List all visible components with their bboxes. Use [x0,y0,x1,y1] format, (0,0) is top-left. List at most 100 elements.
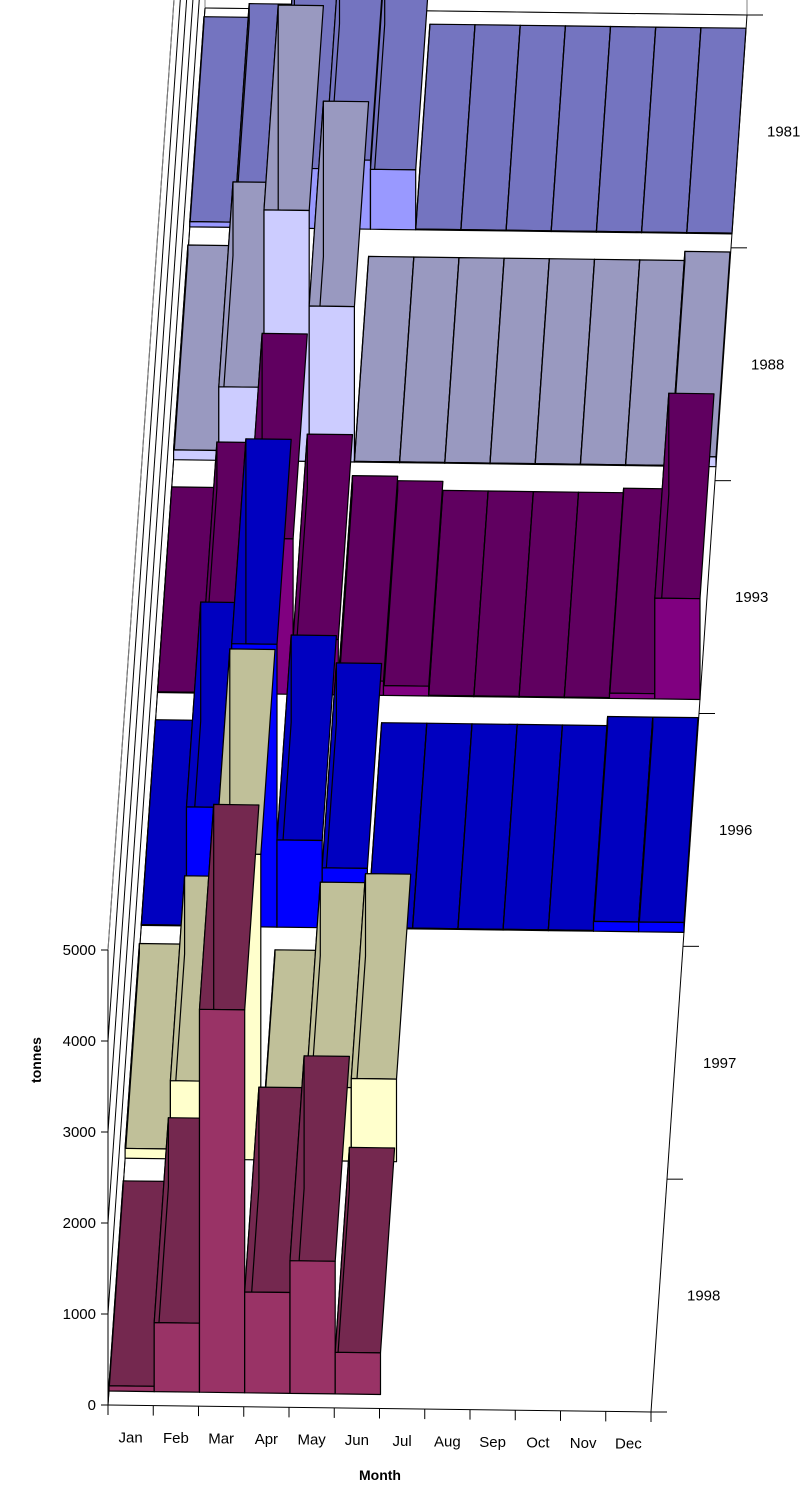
bar-front [654,597,701,701]
bar-front [108,1385,155,1393]
bar-front [334,1351,382,1396]
x-tick-label: Oct [526,1435,550,1452]
bar [173,244,234,461]
bar [198,803,260,1394]
series-label: 1996 [719,822,752,839]
y-tick-label: 4000 [63,1033,96,1050]
bar-front [547,929,595,932]
x-tick-label: Apr [255,1431,278,1448]
bar-front [563,696,611,700]
bar-front [198,1008,246,1394]
bar-front [382,684,430,697]
bar-front [173,449,220,461]
bar [189,16,250,228]
bar [289,1055,350,1395]
x-tick-label: Jun [345,1432,369,1449]
y-axis-title: tonnes [28,1037,44,1083]
bar-front [518,695,565,699]
bar-front [505,229,552,233]
bar [444,257,505,465]
bar [638,716,699,934]
x-tick-label: May [297,1432,326,1449]
x-tick-label: Sep [479,1434,506,1451]
bar [595,25,657,234]
bar [592,715,654,933]
side-wall-gridline [107,0,188,1133]
bar-front [473,695,520,698]
bar-front [244,1291,291,1395]
bar [428,489,489,698]
bar-front [608,692,656,700]
bar [369,0,429,231]
bar-front [460,229,507,232]
chart-axes [101,14,763,1422]
bar [353,255,415,464]
y-tick-label: 1000 [63,1306,96,1323]
bar-front [640,231,688,234]
side-wall-top-edge [107,0,175,951]
bar [415,23,476,231]
bar-front [289,1260,336,1395]
bar [350,872,412,1163]
bar [547,724,609,932]
bar-front [369,168,417,231]
bar-front [276,839,323,929]
bar [460,24,521,232]
side-wall-gridline [107,0,194,1224]
bar-front [153,1321,201,1393]
bar [276,634,337,929]
bar-front [124,1147,171,1160]
x-tick-label: Jan [119,1429,143,1446]
series-label: 1993 [735,589,768,606]
chart-labels: 0 1000 2000 3000 4000 5000 Jan Feb Mar Apr May Jun J… [63,123,801,1452]
bar [337,475,399,697]
bar [654,392,715,701]
x-tick-label: Dec [615,1436,642,1453]
bar [334,1146,396,1396]
bar [382,480,444,697]
bar-front [592,920,640,933]
chart-bars [108,0,747,1396]
bar-front [550,230,598,233]
bar-front [638,921,685,934]
bar-front [444,461,491,465]
x-tick-label: Aug [434,1433,461,1450]
bar-front [489,462,536,465]
bar-front [502,928,549,932]
bar [108,1180,169,1393]
bar-front [686,232,733,235]
x-tick-label: Feb [163,1430,189,1447]
bar-front [534,463,582,466]
bar-front [428,694,475,698]
series-label: 1997 [703,1055,736,1072]
x-axis-title: Month [359,1467,401,1483]
y-tick-label: 0 [88,1397,96,1414]
bar-front [140,923,188,927]
bar [244,1086,305,1395]
bar [534,258,596,466]
side-wall-gridline [107,0,200,1315]
bar-front [415,228,462,231]
bar [412,722,473,931]
bar [292,433,354,696]
series-label: 1998 [687,1288,720,1305]
side-wall-edge [107,7,206,1406]
bar [505,24,567,233]
bar [518,491,580,699]
series-label: 1981 [767,123,800,140]
bar-front [399,461,446,464]
bar-front [412,927,459,931]
y-tick-label: 5000 [63,942,96,959]
bar [608,487,670,700]
bar [502,723,564,932]
side-wall-gridline [107,0,181,1042]
x-tick-label: Jul [393,1433,412,1450]
bar-front [189,221,236,228]
bar [686,27,747,235]
bar [457,723,518,931]
bar [153,1117,215,1393]
bar [473,490,534,698]
x-tick-label: Mar [208,1430,234,1447]
